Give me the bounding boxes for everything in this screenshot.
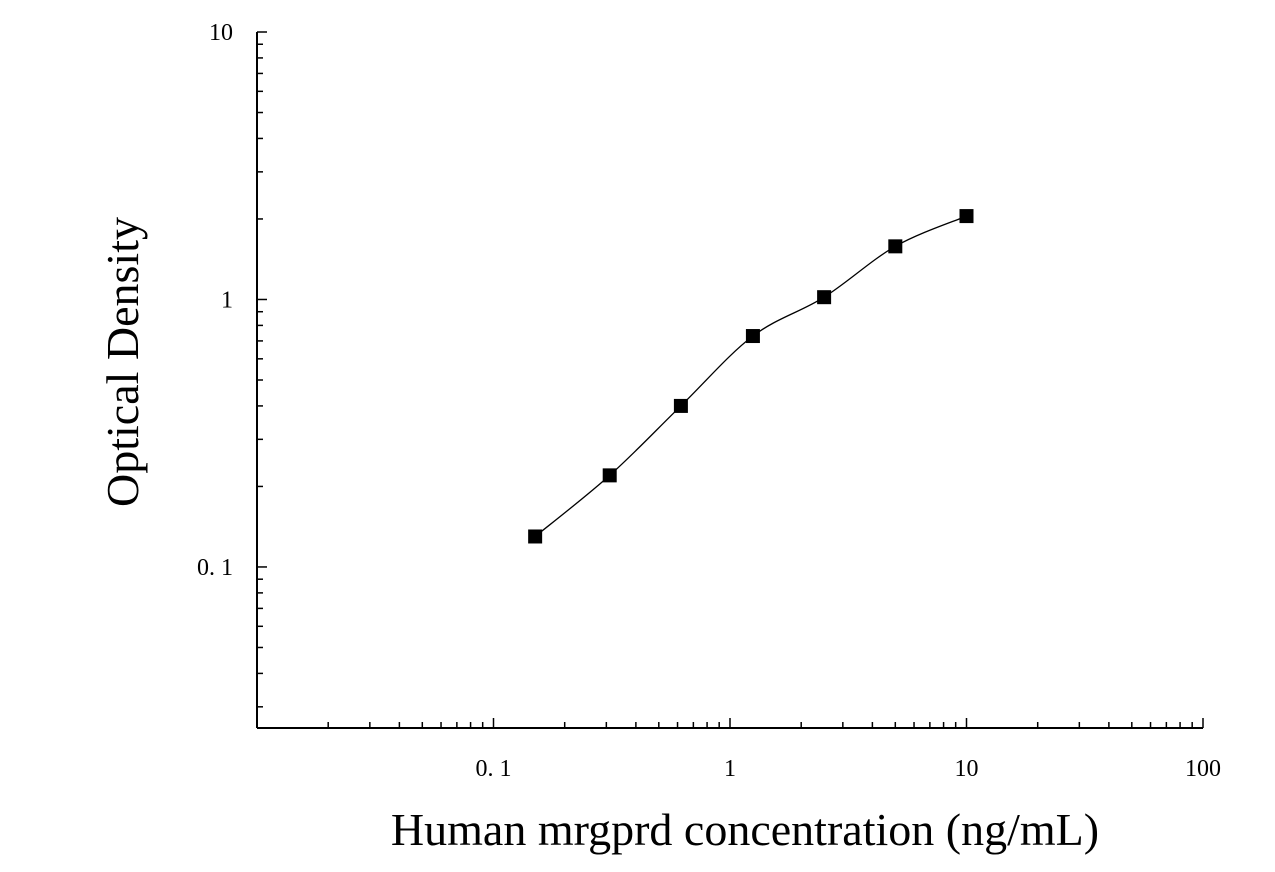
fit-curve bbox=[534, 215, 967, 537]
x-axis-title: Human mrgprd concentration (ng/mL) bbox=[391, 804, 1099, 855]
data-point bbox=[602, 468, 617, 483]
y-tick-label: 10 bbox=[209, 20, 233, 46]
y-tick-label: 0. 1 bbox=[197, 555, 233, 581]
data-point bbox=[959, 209, 974, 224]
x-tick-label: 0. 1 bbox=[476, 756, 512, 782]
data-point bbox=[745, 329, 760, 344]
minor-ticks bbox=[257, 43, 1193, 728]
x-tick-label: 1 bbox=[724, 756, 736, 782]
major-ticks bbox=[256, 31, 1204, 728]
data-point bbox=[817, 290, 832, 305]
x-tick-label: 10 bbox=[955, 756, 979, 782]
y-tick-labels: 0. 1 1 10 bbox=[197, 20, 233, 581]
x-tick-labels: 0. 1 1 10 100 bbox=[476, 756, 1222, 782]
x-tick-label: 100 bbox=[1185, 756, 1221, 782]
y-tick-label: 1 bbox=[221, 287, 233, 313]
data-point bbox=[888, 239, 903, 254]
data-point bbox=[673, 398, 688, 413]
data-point bbox=[528, 529, 543, 544]
data-points bbox=[528, 209, 974, 544]
y-axis-title: Optical Density bbox=[97, 217, 148, 507]
